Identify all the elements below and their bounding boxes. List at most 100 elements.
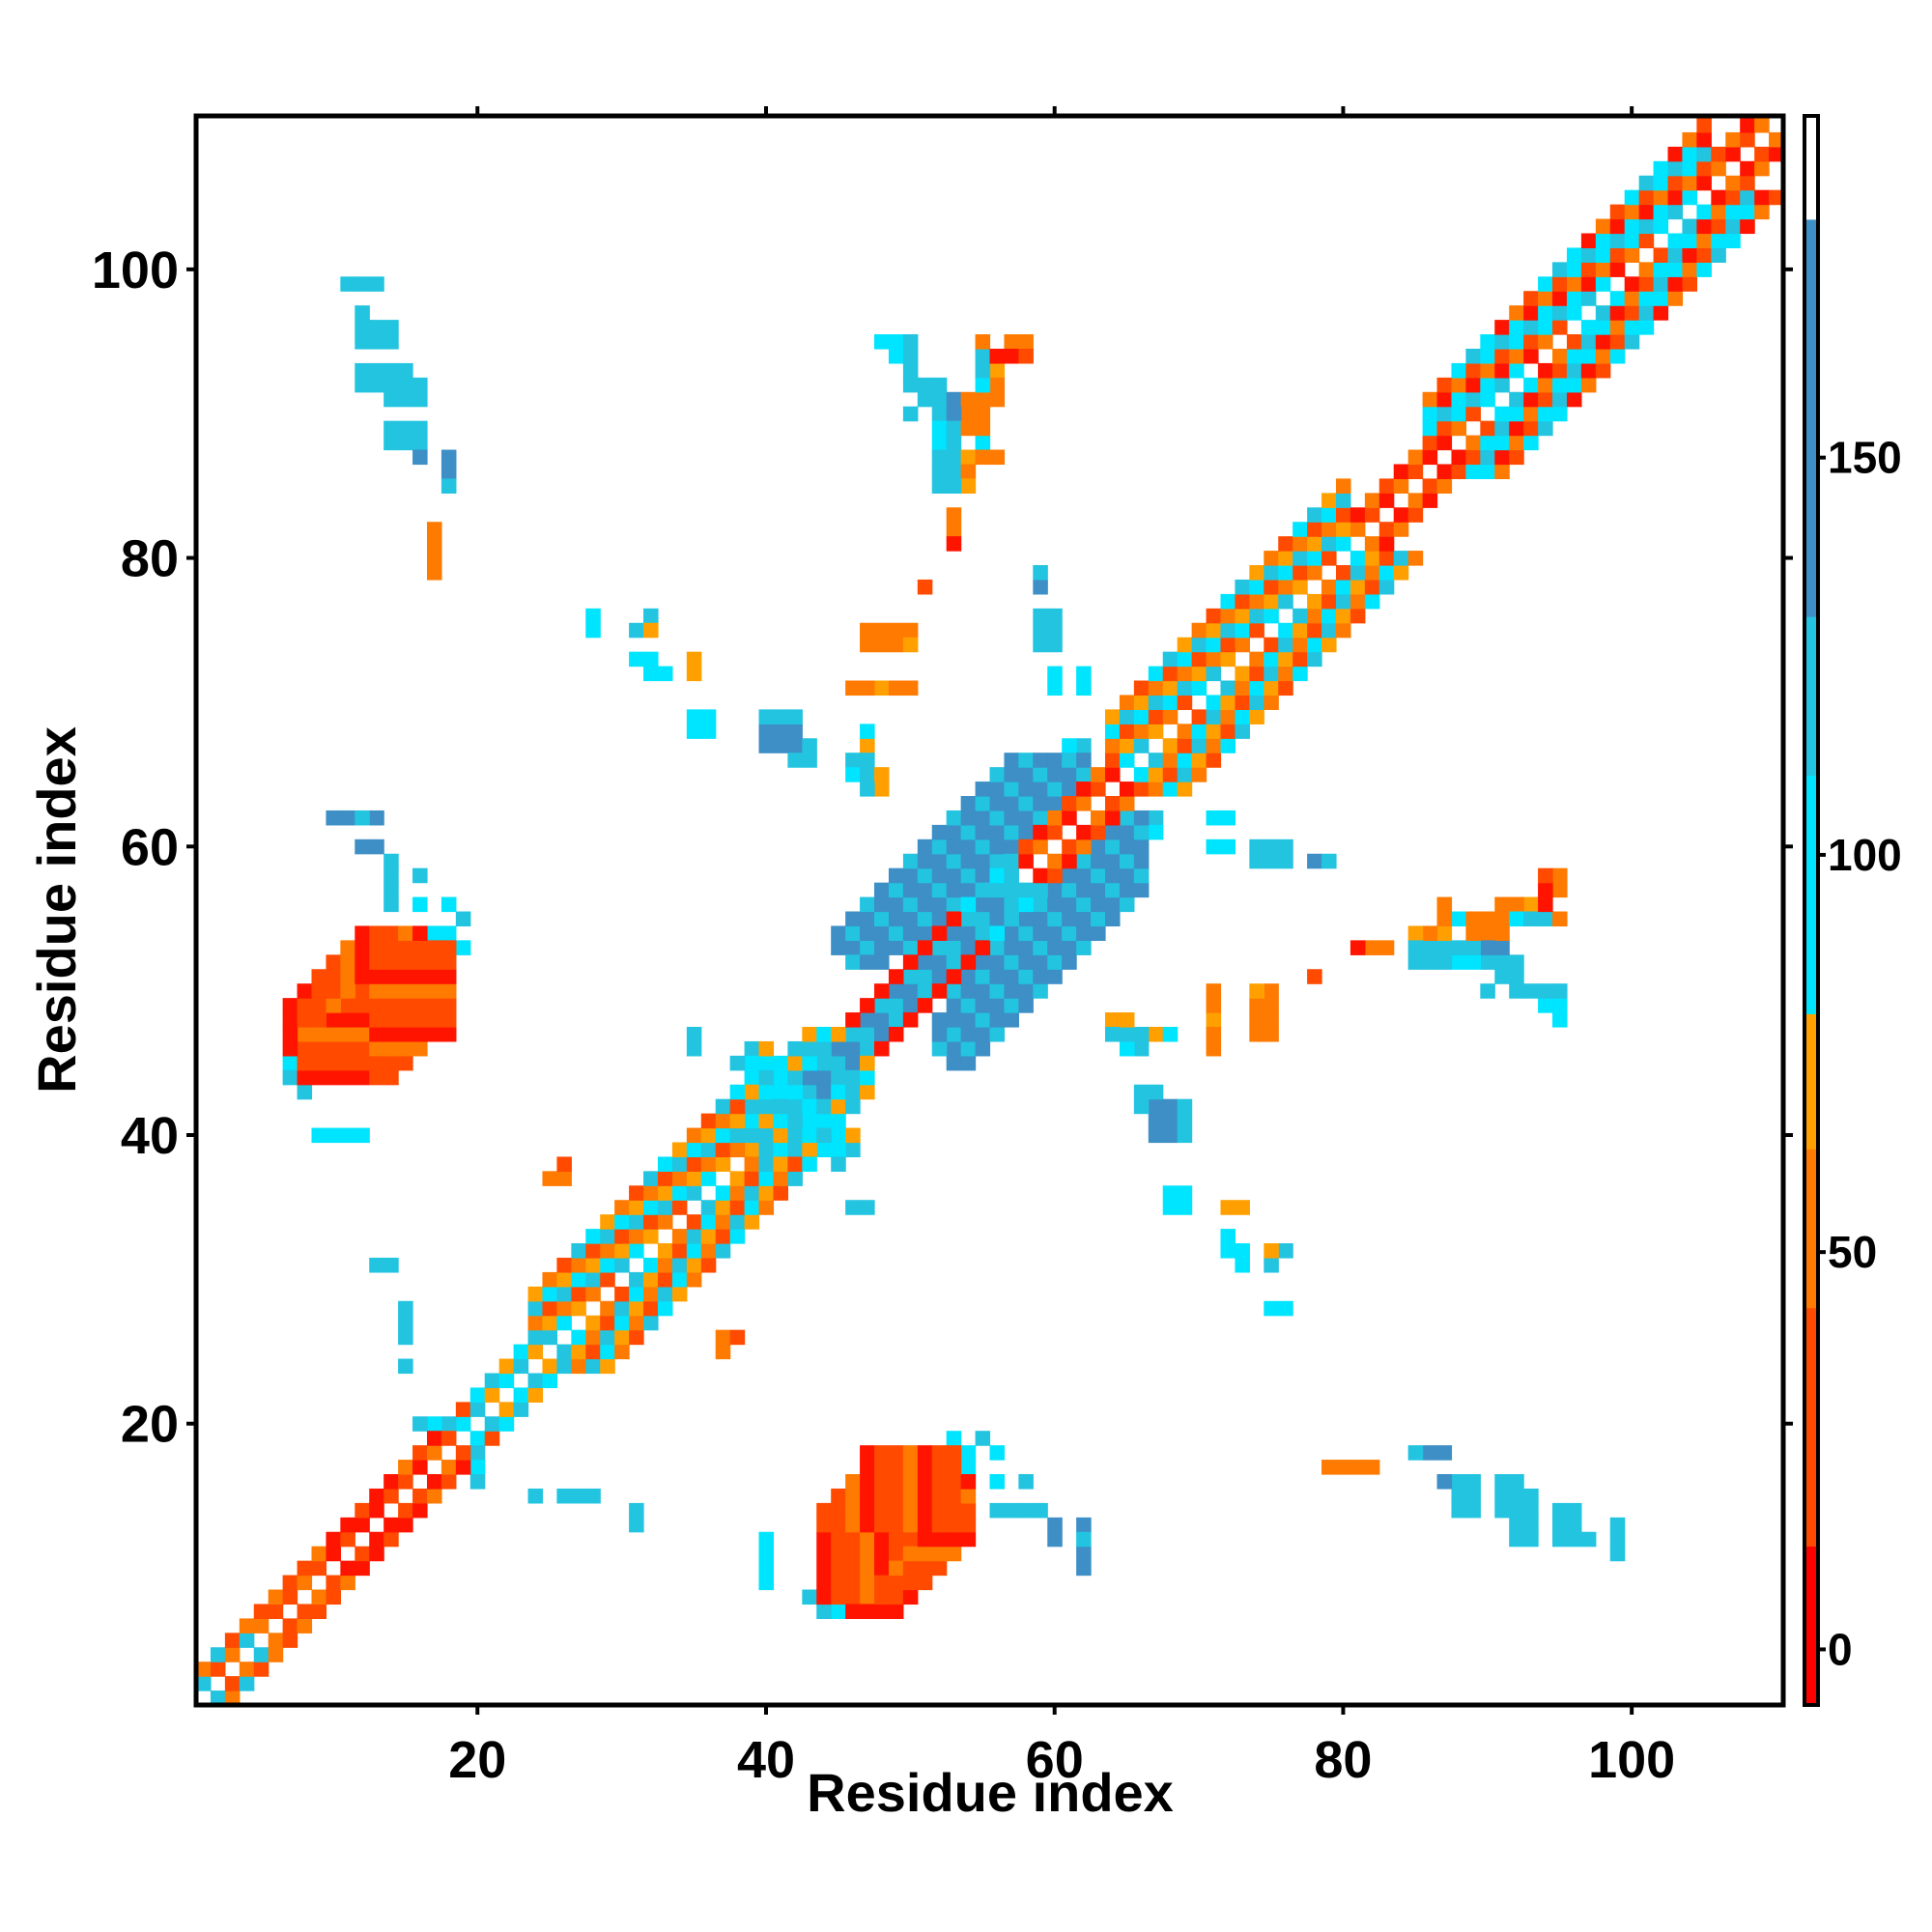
heatmap-cell [253,1618,270,1634]
heatmap-cell [1293,522,1308,537]
heatmap-cell [960,391,977,408]
heatmap-cell [629,1214,644,1230]
heatmap-cell [1422,391,1438,408]
heatmap-cell [282,1012,298,1028]
heatmap-cell [1177,738,1193,753]
heatmap-cell [571,1243,586,1259]
heatmap-cell [931,1026,948,1042]
heatmap-cell [931,377,948,393]
heatmap-cell [340,969,355,984]
heatmap-cell [1264,651,1279,668]
heatmap-cell [1378,522,1395,537]
heatmap-cell [960,1445,977,1461]
heatmap-cell [1653,247,1669,263]
heatmap-cell [1552,911,1568,927]
heatmap-cell [888,622,904,639]
heatmap-cell [1293,565,1308,581]
heatmap-cell [556,1488,572,1504]
heatmap-cell [946,1502,962,1519]
heatmap-cell [1740,131,1755,148]
heatmap-cell [398,1329,413,1346]
heatmap-cell [1436,377,1453,393]
heatmap-cell [1465,1502,1481,1519]
heatmap-cell [657,1171,673,1186]
heatmap-cell [989,911,1006,927]
heatmap-cell [773,1171,788,1186]
heatmap-cell [1509,435,1524,451]
heatmap-cell [556,1171,572,1186]
heatmap-cell [758,1113,775,1129]
heatmap-cell [931,1012,948,1028]
heatmap-cell [629,1200,644,1215]
heatmap-cell [888,1517,904,1533]
heatmap-cell [384,998,399,1013]
heatmap-cell [1509,406,1524,422]
heatmap-cell [571,1257,586,1273]
heatmap-cell [1133,781,1150,797]
heatmap-cell [1307,593,1322,610]
heatmap-cell [715,1098,731,1115]
heatmap-cell [1552,882,1568,898]
heatmap-cell [1451,420,1466,437]
heatmap-cell [1566,291,1582,306]
heatmap-cell [1278,579,1293,595]
heatmap-cell [1091,911,1106,927]
heatmap-cell [369,320,384,335]
heatmap-cell [1249,680,1264,696]
heatmap-cell [1104,709,1121,724]
heatmap-cell [874,1460,890,1475]
heatmap-cell [1235,724,1250,739]
heatmap-cell [1609,334,1626,350]
heatmap-cell [831,1156,846,1172]
heatmap-cell [440,954,457,970]
heatmap-cell [831,1113,846,1129]
colorbar-segment [1804,775,1818,1014]
heatmap-cell [253,1662,270,1677]
heatmap-cell [860,1040,875,1057]
x-tick-label: 40 [737,1731,795,1789]
heatmap-cell [657,1271,673,1288]
colorbar-tick-label: 0 [1828,1624,1853,1674]
heatmap-cell [527,1315,544,1331]
heatmap-cell [671,1257,688,1273]
heatmap-cell [355,983,370,999]
heatmap-cell [1004,348,1019,364]
heatmap-cell [282,1026,298,1042]
heatmap-cell [1682,218,1697,235]
heatmap-cell [888,983,904,999]
heatmap-cell [1220,680,1236,696]
heatmap-cell [1580,262,1597,277]
heatmap-cell [1091,867,1106,884]
heatmap-cell [802,1069,817,1086]
heatmap-cell [874,1604,890,1619]
heatmap-cell [1206,1012,1222,1028]
heatmap-cell [1552,391,1568,408]
colorbar-tick-label: 150 [1828,433,1902,483]
heatmap-cell [355,1055,370,1071]
heatmap-cell [614,1200,630,1215]
heatmap-cell [1538,391,1553,408]
heatmap-cell [412,954,428,970]
heatmap-cell [1422,1445,1438,1461]
heatmap-cell [975,435,991,451]
heatmap-cell [1364,579,1380,595]
heatmap-cell [1264,1257,1279,1273]
heatmap-cell [1321,522,1337,537]
heatmap-cell [1335,507,1351,523]
heatmap-cell [1436,391,1453,408]
heatmap-cell [412,983,428,999]
heatmap-cell [1133,853,1150,869]
heatmap-cell [989,362,1006,379]
heatmap-cell [1566,391,1582,408]
heatmap-cell [902,1517,919,1533]
heatmap-cell [1552,262,1568,277]
heatmap-cell [1133,1026,1150,1042]
heatmap-cell [1148,1113,1164,1129]
heatmap-cell [1624,233,1640,249]
heatmap-cell [398,983,413,999]
heatmap-cell [860,1502,875,1519]
heatmap-cell [1682,276,1697,292]
heatmap-cell [1494,911,1510,927]
heatmap-cell [369,983,384,999]
heatmap-cell [831,925,846,941]
